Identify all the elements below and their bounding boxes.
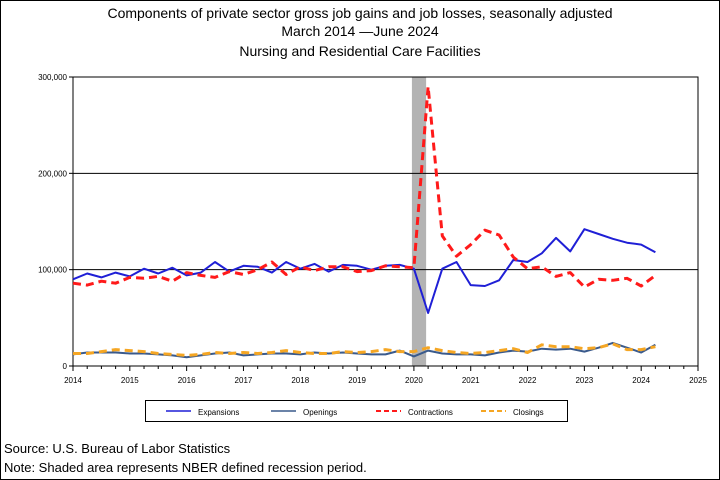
x-tick-label: 2019 bbox=[348, 376, 366, 385]
x-tick-label: 2021 bbox=[462, 376, 480, 385]
legend-label-expansions: Expansions bbox=[198, 408, 239, 417]
shading-note: Note: Shaded area represents NBER define… bbox=[4, 460, 367, 475]
x-tick-label: 2024 bbox=[632, 376, 650, 385]
chart-subtitle-dates: March 2014 —June 2024 bbox=[281, 23, 439, 39]
x-tick-label: 2016 bbox=[178, 376, 196, 385]
series-line-contractions bbox=[72, 85, 657, 289]
chart-title: Components of private sector gross job g… bbox=[107, 5, 613, 21]
x-tick-label: 2022 bbox=[519, 376, 537, 385]
legend-label-contractions: Contractions bbox=[408, 408, 453, 417]
series-line-closings bbox=[73, 342, 656, 357]
x-tick-label: 2025 bbox=[689, 376, 707, 385]
y-tick-label: 100,000 bbox=[38, 266, 67, 275]
legend-label-closings: Closings bbox=[513, 408, 544, 417]
series-line-expansions bbox=[72, 228, 656, 314]
x-tick-label: 2020 bbox=[405, 376, 423, 385]
y-tick-label: 0 bbox=[63, 362, 68, 371]
legend-label-openings: Openings bbox=[303, 408, 337, 417]
series-line-openings bbox=[72, 341, 656, 359]
x-tick-label: 2015 bbox=[121, 376, 139, 385]
x-tick-label: 2017 bbox=[235, 376, 253, 385]
x-tick-label: 2018 bbox=[291, 376, 309, 385]
legend: Expansions Openings Contractions Closings bbox=[145, 400, 568, 422]
y-tick-label: 200,000 bbox=[38, 169, 67, 178]
plot-area bbox=[72, 76, 699, 367]
chart-subtitle-industry: Nursing and Residential Care Facilities bbox=[239, 43, 481, 59]
x-tick-label: 2014 bbox=[64, 376, 82, 385]
line-chart: 0 100,000 200,000 300,000 2014 2015 2016 2017 20… bbox=[38, 73, 707, 385]
source-note: Source: U.S. Bureau of Labor Statistics bbox=[4, 441, 231, 456]
x-tick-label: 2023 bbox=[575, 376, 593, 385]
y-tick-label: 300,000 bbox=[38, 73, 67, 82]
